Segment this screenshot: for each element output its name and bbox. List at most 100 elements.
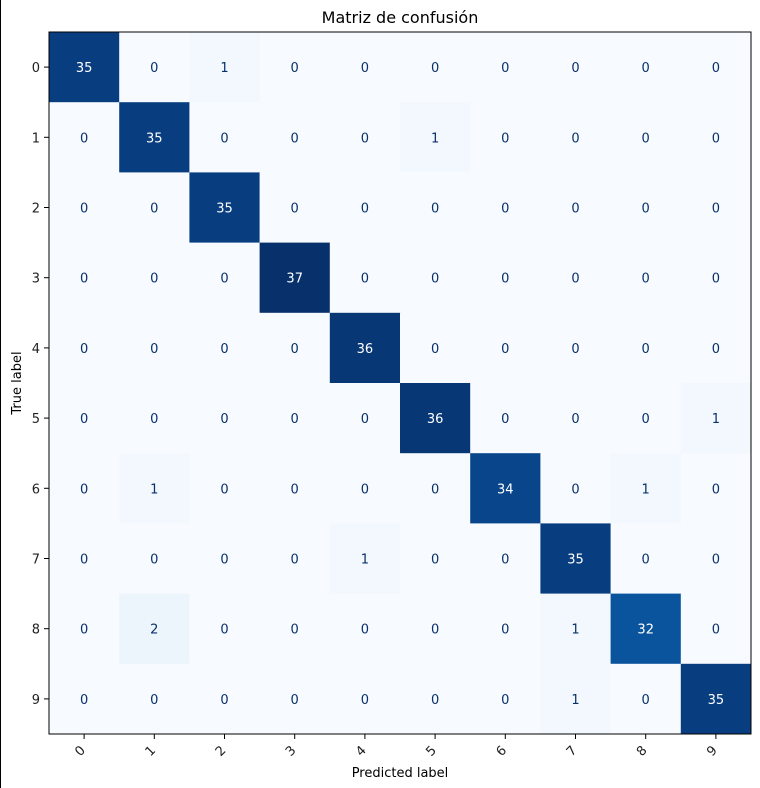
- heatmap-cell: [259, 663, 331, 735]
- cell-value-label: 0: [712, 202, 720, 217]
- heatmap-cell: [189, 663, 261, 735]
- cell-value-label: 0: [501, 623, 509, 638]
- cell-value-label: 0: [150, 412, 158, 427]
- cell-value-label: 0: [501, 131, 509, 146]
- cell-value-label: 0: [712, 482, 720, 497]
- heatmap-cell: [329, 523, 401, 595]
- heatmap-cell: [49, 383, 120, 454]
- cell-value-label: 34: [497, 482, 514, 497]
- heatmap-cell: [259, 32, 331, 103]
- heatmap-cell: [680, 312, 752, 384]
- heatmap-cell: [540, 312, 612, 384]
- cell-value-label: 37: [286, 272, 303, 287]
- cell-value-label: 0: [712, 61, 720, 76]
- heatmap-cell: [610, 383, 682, 454]
- heatmap-cell: [400, 172, 471, 244]
- heatmap-cell: [49, 453, 120, 524]
- heatmap-cell: [470, 383, 541, 454]
- heatmap-cell: [259, 242, 331, 314]
- x-tick-label: 2: [213, 743, 229, 759]
- cell-value-label: 0: [571, 131, 579, 146]
- y-tick-label: 1: [32, 131, 40, 146]
- cell-value-label: 0: [150, 553, 158, 568]
- heatmap-cell: [189, 312, 261, 384]
- y-tick-label: 3: [32, 272, 40, 287]
- heatmap-cell: [470, 453, 541, 524]
- heatmap-cell: [470, 523, 541, 595]
- y-axis-ticks: 0 1 2 3 4 5 6 7 8 9: [32, 61, 49, 708]
- cell-value-label: 1: [150, 482, 158, 497]
- heatmap-cell: [540, 663, 612, 735]
- cell-value-label: 0: [571, 342, 579, 357]
- heatmap-cell: [119, 32, 190, 103]
- cell-value-label: 0: [431, 272, 439, 287]
- heatmap-cell: [540, 383, 612, 454]
- cell-value-label: 0: [291, 482, 299, 497]
- heatmap-cell: [329, 383, 401, 454]
- cell-value-label: 0: [431, 342, 439, 357]
- x-axis-ticks: 0 1 2 3 4 5 6 7 8 9: [72, 734, 721, 760]
- heatmap-cell: [259, 523, 331, 595]
- cell-value-label: 0: [571, 202, 579, 217]
- cell-value-label: 0: [712, 623, 720, 638]
- y-tick-label: 0: [32, 61, 40, 76]
- cell-value-label: 0: [642, 412, 650, 427]
- cell-value-label: 0: [642, 342, 650, 357]
- cell-value-label: 0: [220, 623, 228, 638]
- heatmap-cell: [680, 242, 752, 314]
- heatmap-cell: [119, 523, 190, 595]
- heatmap-cell: [680, 593, 752, 665]
- cell-value-label: 0: [361, 202, 369, 217]
- cell-value-label: 0: [80, 412, 88, 427]
- cell-value-label: 0: [150, 272, 158, 287]
- cell-value-label: 0: [431, 553, 439, 568]
- heatmap-cell: [540, 32, 612, 103]
- x-tick-label: 7: [564, 743, 580, 759]
- cell-value-label: 0: [291, 693, 299, 708]
- heatmap-cell: [470, 102, 541, 173]
- cell-value-label: 0: [712, 342, 720, 357]
- heatmap-cell: [610, 663, 682, 735]
- cell-value-label: 35: [708, 693, 725, 708]
- x-tick-label: 4: [353, 743, 369, 759]
- heatmap-cell: [680, 383, 752, 454]
- cell-value-label: 0: [642, 272, 650, 287]
- cell-value-label: 0: [642, 131, 650, 146]
- cell-value-label: 2: [150, 623, 158, 638]
- figure-border: [0, 0, 1, 788]
- heatmap-cell: [680, 172, 752, 244]
- heatmap-cell: [680, 663, 752, 735]
- cell-value-label: 0: [361, 482, 369, 497]
- y-tick-label: 7: [32, 553, 40, 568]
- cell-value-label: 0: [80, 131, 88, 146]
- cell-value-label: 0: [501, 202, 509, 217]
- cell-value-label: 0: [80, 553, 88, 568]
- heatmap-cell: [49, 102, 120, 173]
- cell-value-label: 0: [80, 693, 88, 708]
- x-tick-label: 8: [634, 743, 650, 759]
- heatmap-cell: [610, 242, 682, 314]
- heatmap-cell: [119, 593, 190, 665]
- heatmap-cell: [259, 593, 331, 665]
- heatmap-cell: [329, 172, 401, 244]
- cell-value-label: 0: [712, 131, 720, 146]
- cell-value-label: 0: [501, 412, 509, 427]
- cell-value-label: 35: [146, 131, 163, 146]
- cell-value-label: 35: [567, 553, 584, 568]
- cell-value-label: 0: [571, 61, 579, 76]
- cell-value-label: 0: [80, 202, 88, 217]
- heatmap-cell: [189, 32, 261, 103]
- heatmap-cell: [49, 663, 120, 735]
- cell-value-label: 0: [361, 693, 369, 708]
- cell-value-label: 0: [501, 342, 509, 357]
- y-tick-label: 9: [32, 693, 40, 708]
- heatmap-cell-labels: 35 0 1 0 0 0 0 0 0 0 0 35 0 0 0 1 0 0 0 0 0 0 35 0 0 0 0 0 0 0 0 0 0 37 0 0…: [76, 61, 724, 708]
- cell-value-label: 36: [357, 342, 374, 357]
- x-tick-label: 3: [283, 743, 299, 759]
- cell-value-label: 1: [571, 693, 579, 708]
- cell-value-label: 0: [642, 202, 650, 217]
- heatmap-cell: [119, 383, 190, 454]
- cell-value-label: 0: [501, 553, 509, 568]
- heatmap-cell: [259, 383, 331, 454]
- plot-frame: [48, 31, 752, 735]
